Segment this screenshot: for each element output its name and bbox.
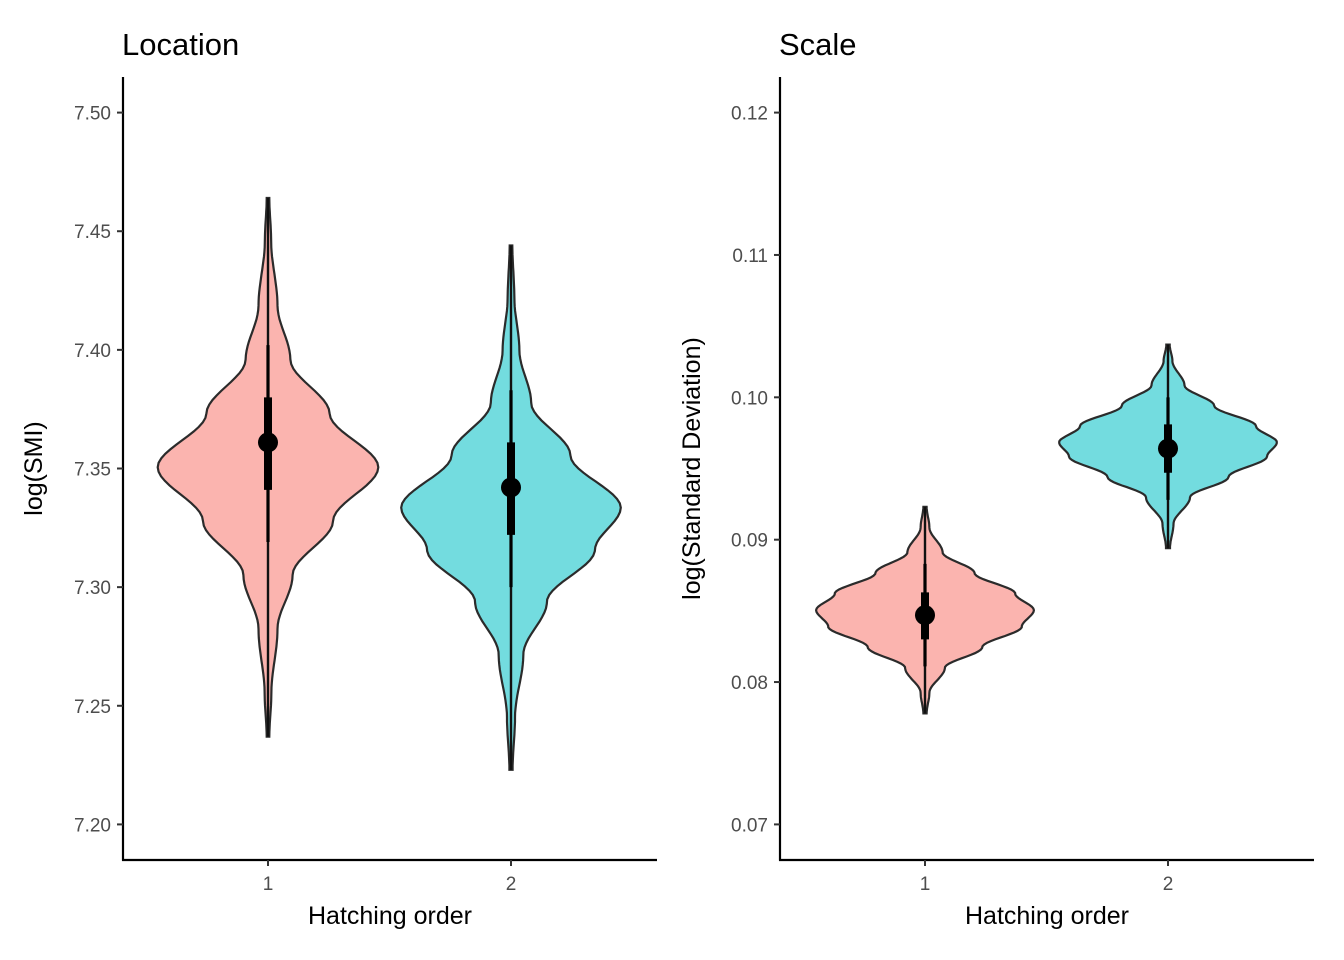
x-tick-label: 1 — [263, 874, 274, 895]
median-point — [1158, 438, 1178, 459]
violin-group-1 — [156, 196, 380, 738]
y-tick-label: 0.10 — [731, 388, 768, 409]
median-point — [501, 477, 521, 498]
y-tick-label: 7.30 — [74, 578, 111, 599]
y-tick-label: 0.12 — [731, 104, 768, 125]
y-tick-label: 0.07 — [731, 815, 768, 836]
violin-group-1 — [814, 505, 1036, 715]
panel-2: Scale 0.07 0.08 0.09 0.10 0.11 0.12 1 2 Hatching … — [678, 27, 1314, 930]
y-tick-label: 7.40 — [74, 341, 111, 362]
y-tick-label: 0.08 — [731, 673, 768, 694]
panel-1: Location 7.20 7.25 7.30 7.35 7.40 7.45 7.50 1 2 Ha… — [20, 27, 657, 930]
y-tick-label: 7.25 — [74, 697, 111, 718]
y-tick-label: 0.09 — [731, 531, 768, 552]
y-axis-label: log(Standard Deviation) — [678, 337, 706, 600]
x-tick-label: 1 — [920, 874, 931, 895]
x-axis-label: Hatching order — [308, 902, 472, 930]
y-tick-label: 7.20 — [74, 815, 111, 836]
median-point — [258, 432, 278, 453]
y-tick-label: 7.50 — [74, 104, 111, 125]
panel-title: Scale — [779, 27, 857, 62]
x-axis-label: Hatching order — [965, 902, 1129, 930]
violin-group-2 — [400, 244, 622, 771]
y-tick-label: 7.35 — [74, 460, 111, 481]
y-tick-label: 7.45 — [74, 222, 111, 243]
violin-group-2 — [1058, 343, 1278, 550]
x-tick-label: 2 — [506, 874, 517, 895]
y-tick-label: 0.11 — [732, 246, 768, 267]
median-point — [915, 605, 935, 626]
panel-title: Location — [122, 27, 239, 62]
x-tick-label: 2 — [1163, 874, 1174, 895]
y-axis-label: log(SMI) — [20, 421, 48, 515]
